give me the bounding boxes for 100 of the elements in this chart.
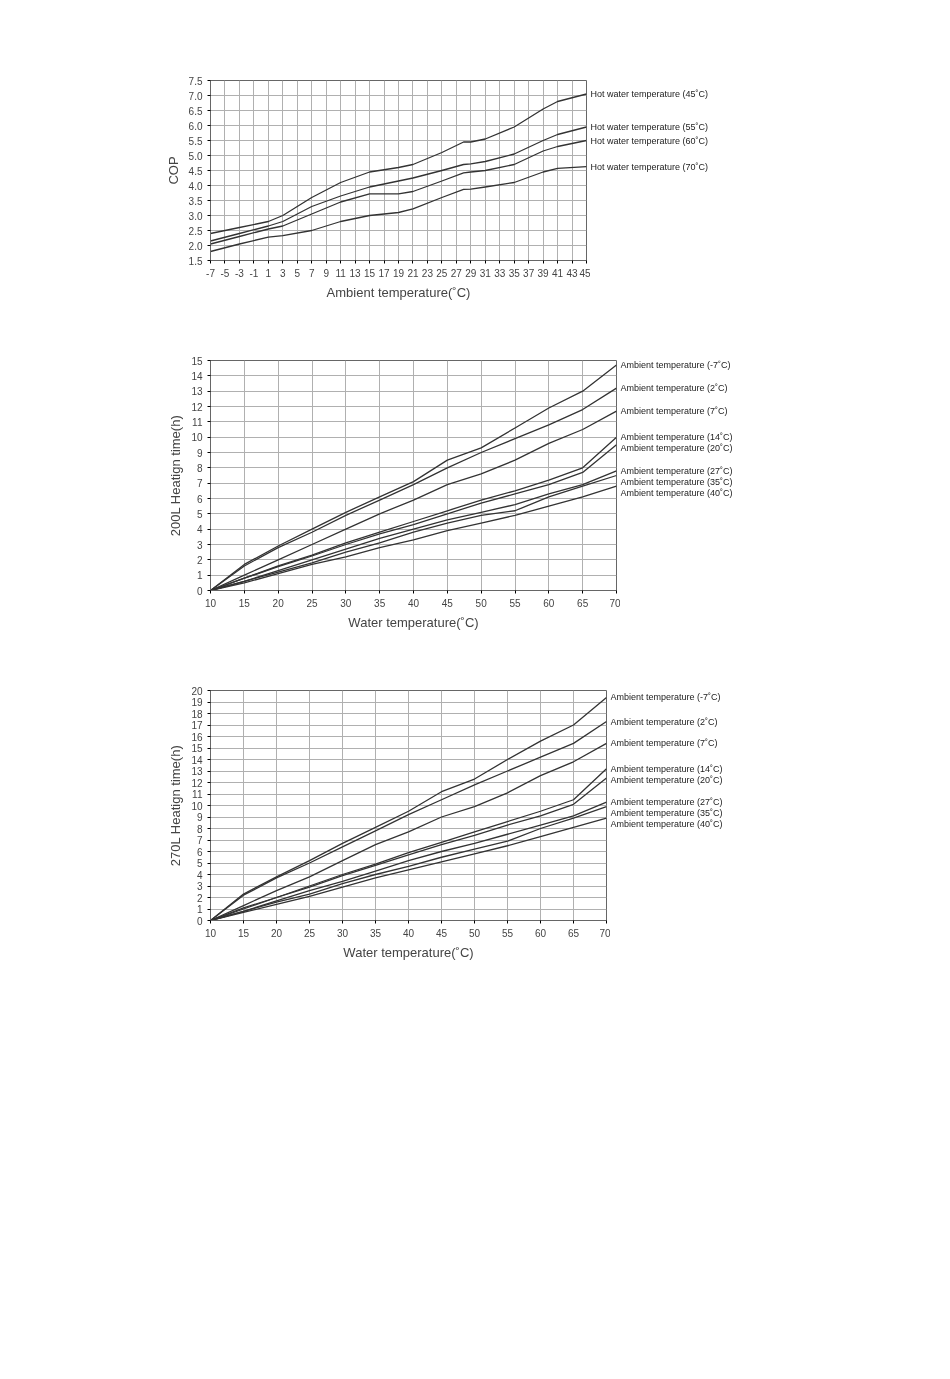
y-tick-label: 3.0 [188,210,203,222]
y-axis-title: COP [165,156,181,185]
x-tick-label: 45 [435,927,448,939]
y-tick-label: 6 [196,493,203,505]
y-tick-label: 4 [196,524,203,536]
x-tick-label: 21 [407,267,419,279]
x-tick-label: 29 [465,267,477,279]
y-tick-label: 1 [196,904,203,915]
x-axis-title: Water temperature(˚C) [343,944,474,960]
x-tick-label: 19 [392,267,405,279]
x-tick-label: 30 [336,927,349,939]
x-tick-label: 45 [579,267,591,279]
x-tick-label: 1 [265,267,272,279]
y-tick-label: 4.0 [188,180,203,192]
x-tick-label: 10 [204,927,217,939]
x-tick-label: 35 [369,927,382,939]
y-tick-label: 11 [192,789,203,800]
x-tick-label: 41 [552,267,564,279]
x-tick-label: 25 [303,927,316,939]
y-tick-label: 9 [196,812,203,823]
series-label: Ambient temperature (27˚C) [610,797,723,808]
x-tick-label: 15 [237,927,250,939]
y-tick-label: 2 [196,892,203,904]
x-axis-title: Ambient temperature(˚C) [326,284,471,300]
y-tick-label: 11 [192,416,203,428]
y-tick-label: 4.5 [188,165,203,177]
y-tick-label: 2 [196,554,203,566]
x-tick-label: -7 [206,267,216,279]
y-tick-label: 12 [191,401,203,413]
series-label: Ambient temperature (7˚C) [610,738,718,749]
series-label: Ambient temperature (40˚C) [610,819,723,830]
y-tick-label: 14 [191,370,203,382]
y-tick-label: 13 [191,386,203,398]
x-tick-label: 9 [323,267,330,279]
x-tick-label: 30 [340,597,352,609]
x-tick-label: 3 [280,267,287,279]
y-tick-label: 9 [196,447,203,459]
series-label: Ambient temperature (14˚C) [610,763,723,774]
x-tick-label: 35 [508,267,521,279]
series-label: Ambient temperature (20˚C) [610,774,723,785]
y-tick-label: 8 [196,823,203,835]
x-tick-label: 39 [537,267,550,279]
y-axis-title: 270L Heatign time(h) [168,745,184,867]
y-tick-label: 13 [191,766,203,777]
series-label: Ambient temperature (40˚C) [620,487,733,498]
y-tick-label: 0 [196,585,203,597]
y-tick-label: 16 [191,731,203,743]
y-tick-label: 6 [196,846,203,858]
x-tick-label: 35 [374,597,386,609]
x-axis-title: Water temperature(˚C) [348,614,479,630]
series-label: Ambient temperature (-7˚C) [610,692,721,703]
y-tick-label: 12 [191,777,203,789]
y-tick-label: 5.5 [188,135,203,147]
x-tick-label: 65 [567,927,580,939]
y-tick-label: 3 [196,881,203,892]
x-tick-label: 20 [270,927,283,939]
y-tick-label: 5 [196,508,203,520]
x-tick-label: 40 [407,597,420,609]
y-tick-label: 0 [196,915,203,927]
y-tick-label: 19 [191,697,203,708]
x-tick-label: -1 [249,267,259,279]
y-tick-label: 1 [196,570,203,582]
series-label: Hot water temperature (45˚C) [590,89,709,99]
y-tick-label: 8 [196,462,203,474]
series-label: Ambient temperature (2˚C) [620,383,728,394]
y-tick-label: 20 [191,685,203,697]
y-tick-label: 4 [196,869,203,881]
series-label: Ambient temperature (14˚C) [620,432,733,443]
x-tick-label: 11 [335,267,347,279]
series-label: Ambient temperature (27˚C) [620,465,733,476]
x-tick-label: 40 [402,927,415,939]
y-tick-label: 14 [191,754,203,766]
x-tick-label: 15 [364,267,376,279]
x-tick-label: 70 [599,927,611,939]
y-tick-label: 3.5 [188,195,203,207]
series-label: Ambient temperature (-7˚C) [620,360,731,371]
x-tick-label: 13 [349,267,362,279]
y-tick-label: 7 [196,478,203,490]
x-tick-label: 70 [609,597,621,609]
x-tick-label: 20 [272,597,285,609]
x-tick-label: 27 [450,267,463,279]
y-tick-label: 7 [196,835,203,846]
x-tick-label: 31 [479,267,492,279]
y-tick-label: 1.5 [188,255,203,267]
y-tick-label: 10 [191,432,203,444]
x-tick-label: 33 [494,267,506,279]
x-tick-label: 43 [566,267,579,279]
x-tick-label: 7 [308,267,315,279]
y-tick-label: 17 [191,720,203,731]
x-tick-label: 55 [509,597,521,609]
series-label: Ambient temperature (20˚C) [620,443,733,454]
y-axis-title: 200L Heatign time(h) [168,415,184,537]
x-tick-label: 50 [468,927,481,939]
y-tick-label: 18 [191,708,203,720]
y-tick-label: 2.0 [188,240,203,252]
x-tick-label: 5 [294,267,301,279]
series-label: Hot water temperature (70˚C) [590,161,709,172]
x-tick-label: 25 [436,267,448,279]
x-tick-label: 60 [543,597,555,609]
y-tick-label: 2.5 [188,225,203,237]
